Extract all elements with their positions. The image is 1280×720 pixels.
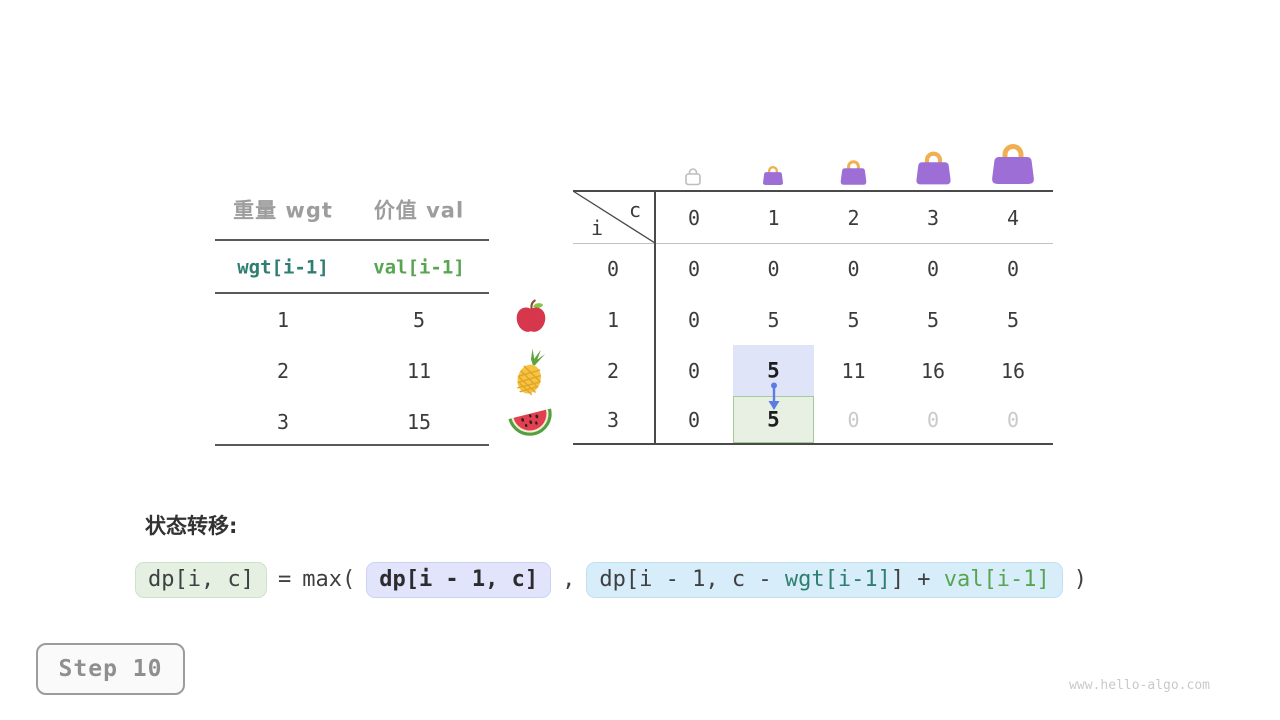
dp-col-header: 1	[767, 206, 780, 230]
transition-arrow-icon	[766, 382, 782, 416]
dp-cell: 0	[926, 256, 940, 281]
dp-row-header: 3	[606, 407, 620, 432]
dp-cell: 5	[847, 307, 860, 332]
dp-cell: 0	[687, 307, 701, 332]
dp-corner-cell: c i	[573, 190, 655, 243]
items-table: 重量 wgt 价值 val wgt[i-1] val[i-1] 1 5 2 11 3 15	[215, 190, 489, 447]
dp-cell: 0	[847, 256, 860, 281]
divider	[215, 292, 489, 294]
dp-cell: 0	[1006, 407, 1020, 432]
dp-top-border	[573, 190, 1053, 192]
take-chip-wgt: wgt[i-1]	[784, 567, 891, 592]
dp-skip-chip: dp[i - 1, c]	[366, 562, 552, 598]
bag-md-icon	[913, 150, 954, 186]
transition-formula: dp[i, c] = max( dp[i - 1, c] , dp[i - 1,…	[135, 558, 1087, 602]
take-chip-prefix: dp[i - 1, c -	[599, 567, 785, 592]
equals-sign: =	[277, 567, 292, 592]
max-open: max(	[302, 567, 356, 592]
dp-current-highlight	[733, 396, 814, 443]
dp-cell: 0	[687, 256, 701, 281]
bag-sm-icon	[838, 159, 869, 186]
dp-cell: 0	[847, 407, 860, 432]
fruit-pineapple-icon	[510, 348, 552, 396]
dp-cell: 16	[920, 358, 946, 383]
dp-take-chip: dp[i - 1, c - wgt[i-1]] + val[i-1]	[586, 562, 1063, 598]
dp-header-divider	[573, 243, 1053, 244]
items-weight-cell: 2	[276, 359, 290, 383]
fruit-watermelon-icon	[507, 404, 555, 438]
bag-lg-icon	[988, 142, 1038, 186]
take-chip-val: val[i-1]	[943, 567, 1050, 592]
dp-cell: 0	[767, 256, 780, 281]
dp-col-header: 2	[847, 206, 860, 230]
divider	[215, 239, 489, 241]
items-value-cell: 5	[412, 308, 426, 332]
dp-bottom-border	[573, 443, 1053, 445]
dp-cell: 16	[1000, 358, 1026, 383]
dp-row-header: 2	[606, 358, 620, 383]
dp-cell: 5	[767, 358, 780, 382]
fruit-apple-icon	[514, 299, 548, 335]
dp-corner-col-label: c	[629, 198, 642, 222]
dp-cell: 5	[767, 407, 780, 431]
dp-cell: 5	[926, 307, 940, 332]
corner-diagonal-line	[573, 190, 655, 243]
dp-corner-row-label: i	[591, 216, 604, 240]
dp-cell: 0	[687, 358, 701, 383]
dp-row-header: 0	[606, 256, 620, 281]
divider	[215, 444, 489, 446]
dp-col-header: 4	[1006, 206, 1020, 230]
step-badge: Step 10	[36, 643, 185, 695]
items-wgt-formula: wgt[i-1]	[237, 256, 329, 279]
dp-vertical-divider	[654, 190, 656, 445]
dp-cell: 0	[687, 407, 701, 432]
bag-xs-icon	[761, 165, 785, 186]
bag-empty-outline-icon	[685, 167, 701, 186]
items-col-header-value: 价值 val	[373, 198, 465, 223]
close-paren: )	[1073, 567, 1088, 592]
dp-cell: 0	[1006, 256, 1020, 281]
dp-current-chip: dp[i, c]	[135, 562, 267, 598]
items-col-header-weight: 重量 wgt	[233, 198, 333, 223]
items-weight-cell: 3	[276, 410, 290, 434]
dp-col-header: 3	[926, 206, 940, 230]
dp-cell: 5	[767, 307, 780, 332]
dp-row-header: 1	[606, 307, 620, 332]
dp-cell: 11	[841, 358, 866, 383]
items-weight-cell: 1	[276, 308, 290, 332]
watermark: www.hello-algo.com	[1069, 678, 1210, 693]
dp-cell: 0	[926, 407, 940, 432]
dp-col-header: 0	[687, 206, 701, 230]
comma: ,	[562, 567, 576, 592]
transition-label: 状态转移:	[145, 514, 238, 538]
take-chip-mid: ] +	[890, 567, 944, 592]
items-value-cell: 11	[406, 359, 432, 383]
items-val-formula: val[i-1]	[373, 256, 465, 279]
items-value-cell: 15	[406, 410, 432, 434]
dp-table: c i 0 1 2 3 4 0 1 2 3 0 0 0 0 0 0 5 5 5 5 0 5 11 16 16 0 5 0 0 0	[573, 190, 1053, 447]
dp-cell: 5	[1006, 307, 1020, 332]
